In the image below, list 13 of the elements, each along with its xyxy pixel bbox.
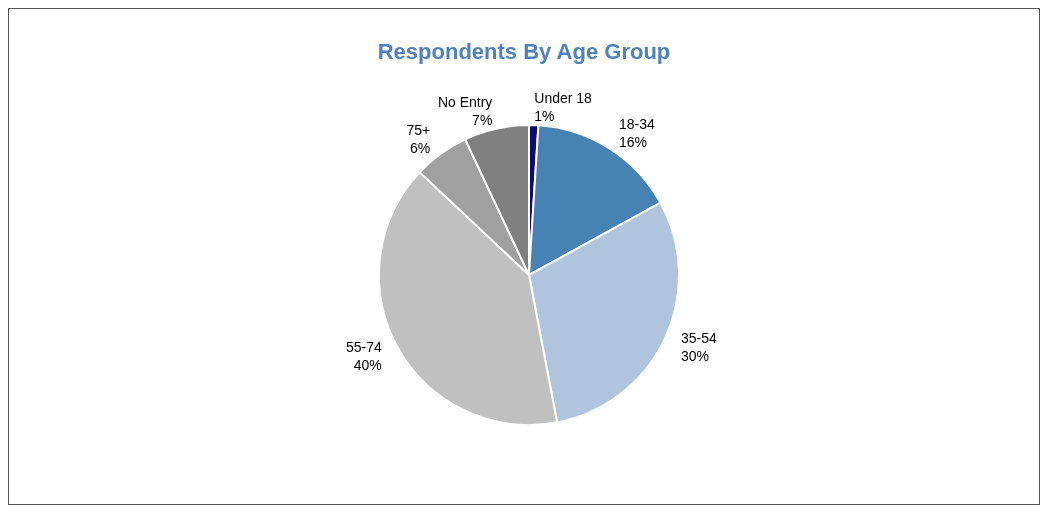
data-label: 30% bbox=[681, 347, 710, 364]
data-label: 6% bbox=[410, 140, 431, 157]
slice-label: No Entry bbox=[437, 94, 493, 111]
slice-label: 18-34 bbox=[619, 116, 656, 133]
slice-label: Under 18 bbox=[534, 90, 593, 107]
data-label: 16% bbox=[619, 134, 648, 151]
data-label: 7% bbox=[472, 112, 493, 129]
slice-label: 75+ bbox=[406, 122, 431, 139]
slice-label: 35-54 bbox=[681, 329, 718, 346]
slice-label: 55-74 bbox=[345, 338, 382, 355]
data-label: 1% bbox=[534, 108, 555, 125]
data-label: 40% bbox=[353, 356, 382, 373]
chart-title: Respondents By Age Group bbox=[376, 39, 672, 65]
